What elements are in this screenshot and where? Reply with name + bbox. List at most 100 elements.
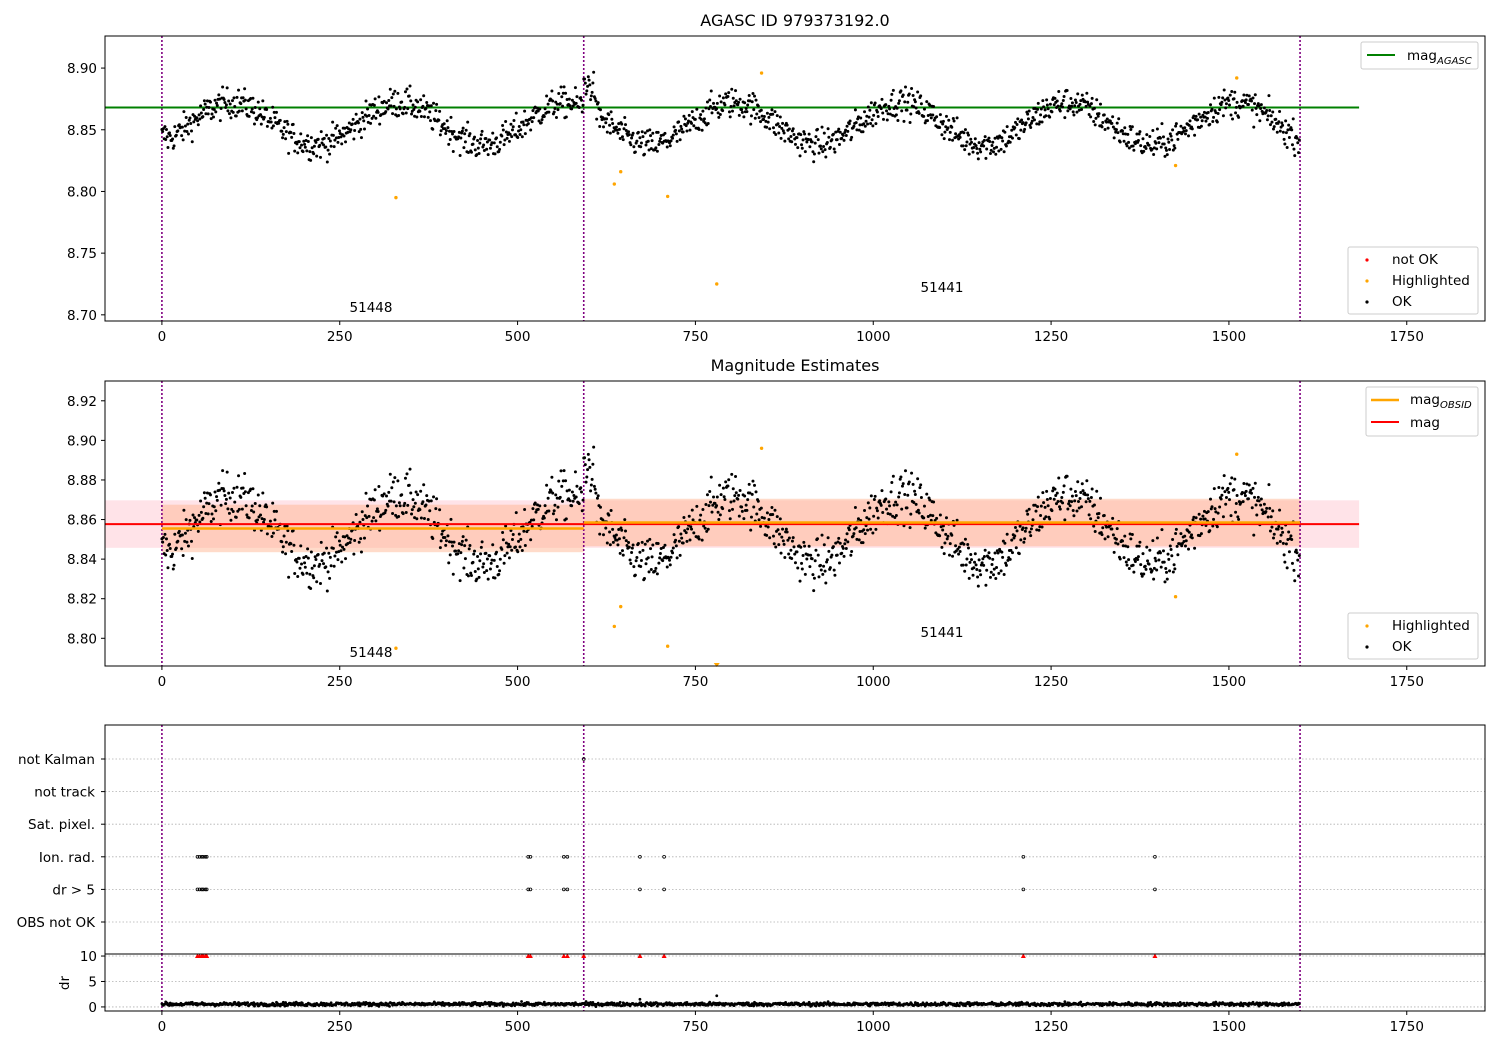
ok-point — [765, 111, 769, 115]
ok-point — [648, 537, 652, 541]
ok-point — [740, 509, 744, 513]
ok-point — [800, 146, 804, 150]
ok-point — [353, 128, 357, 132]
ok-point — [204, 112, 208, 116]
ok-point — [447, 561, 451, 565]
ok-point — [410, 512, 414, 516]
ok-point — [533, 501, 537, 505]
ok-point — [940, 133, 944, 137]
ok-point — [851, 534, 855, 538]
ok-point — [594, 99, 598, 103]
ok-point — [866, 105, 870, 109]
ok-point — [306, 139, 310, 143]
ok-point — [258, 107, 262, 111]
ok-point — [774, 545, 778, 549]
ok-point — [561, 479, 565, 483]
ok-point — [778, 115, 782, 119]
ok-point — [183, 531, 187, 535]
ok-point — [771, 513, 775, 517]
ok-point — [1139, 563, 1143, 567]
ok-point — [1067, 499, 1071, 503]
ok-point — [826, 536, 830, 540]
ok-point — [272, 110, 276, 114]
ok-point — [894, 113, 898, 117]
ok-point — [691, 518, 695, 522]
ok-point — [1212, 96, 1216, 100]
ok-point — [817, 151, 821, 155]
ok-point — [932, 104, 936, 108]
ok-point — [1287, 123, 1291, 127]
ok-point — [1088, 104, 1092, 108]
ok-point — [1111, 115, 1115, 119]
ok-point — [364, 491, 368, 495]
ok-point — [847, 122, 851, 126]
ok-point — [340, 142, 344, 146]
ok-point — [1077, 108, 1081, 112]
ok-point — [189, 122, 193, 126]
ok-point — [227, 112, 231, 116]
ok-point — [172, 144, 176, 148]
ok-point — [647, 148, 651, 152]
ok-point — [973, 552, 977, 556]
ok-point — [555, 496, 559, 500]
ok-point — [610, 117, 614, 121]
ok-point — [653, 569, 657, 573]
ok-point — [745, 110, 749, 114]
ok-point — [1066, 507, 1070, 511]
highlighted-point — [1235, 76, 1239, 80]
ok-point — [1295, 551, 1299, 555]
ok-point — [976, 157, 980, 161]
ok-point — [755, 112, 759, 116]
ok-point — [521, 120, 525, 124]
ok-point — [485, 140, 489, 144]
ok-point — [476, 146, 480, 150]
ok-point — [625, 544, 629, 548]
ok-point — [607, 513, 611, 517]
ok-point — [911, 93, 915, 97]
ok-point — [554, 493, 558, 497]
ok-point — [511, 125, 515, 129]
ok-point — [913, 100, 917, 104]
ok-point — [195, 518, 199, 522]
ok-point — [164, 553, 168, 557]
ok-point — [648, 128, 652, 132]
ok-point — [1289, 534, 1293, 538]
highlighted-point — [715, 282, 719, 286]
ok-point — [620, 528, 624, 532]
ok-point — [898, 477, 902, 481]
ok-point — [511, 533, 515, 537]
ok-point — [811, 573, 815, 577]
ok-point — [900, 484, 904, 488]
dr-point — [621, 1004, 624, 1007]
ok-point — [1199, 517, 1203, 521]
ok-point — [297, 140, 301, 144]
ok-point — [1262, 502, 1266, 506]
ok-point — [944, 532, 948, 536]
ok-point — [381, 494, 385, 498]
ok-point — [202, 505, 206, 509]
ok-point — [1070, 500, 1074, 504]
ok-point — [574, 495, 578, 499]
ok-point — [1199, 115, 1203, 119]
ok-point — [189, 539, 193, 543]
ok-point — [894, 500, 898, 504]
ok-point — [1172, 563, 1176, 567]
ok-point — [963, 569, 967, 573]
highlighted-point — [713, 663, 720, 668]
ok-point — [948, 542, 952, 546]
ok-point — [629, 143, 633, 147]
ok-point — [318, 582, 322, 586]
ok-point — [554, 116, 558, 120]
ok-point — [941, 524, 945, 528]
ok-point — [1036, 505, 1040, 509]
ok-point — [466, 574, 470, 578]
ok-point — [1224, 502, 1228, 506]
ok-point — [862, 528, 866, 532]
ok-point — [756, 104, 760, 108]
ok-point — [631, 543, 635, 547]
ok-point — [706, 527, 710, 531]
ok-point — [965, 140, 969, 144]
ok-point — [704, 502, 708, 506]
ok-point — [1078, 102, 1082, 106]
panel1-obs-label-51441: 51441 — [921, 280, 964, 296]
